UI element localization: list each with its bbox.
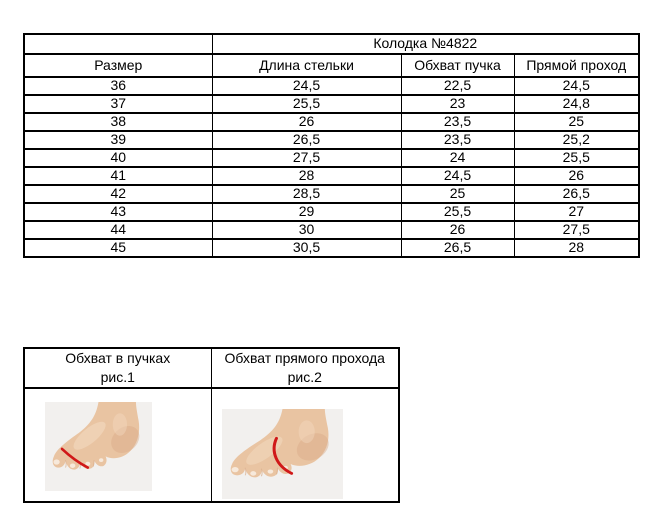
table-cell: 27 (513, 202, 640, 222)
table-cell: 25 (513, 112, 640, 132)
figure-1-header: Обхват в пучках рис.1 (23, 347, 212, 389)
figure-2-caption: рис.2 (287, 369, 322, 385)
table-row: 43 29 25,5 27 (23, 202, 640, 222)
table-row: 37 25,5 23 24,8 (23, 94, 640, 114)
table-cell: 28 (211, 166, 402, 186)
table-cell: 25,5 (513, 148, 640, 168)
figure-image-row (23, 387, 400, 503)
table-cell: 26 (211, 112, 402, 132)
table-row: 44 30 26 27,5 (23, 220, 640, 240)
table-cell: 25,2 (513, 130, 640, 150)
table-cell: 23,5 (400, 130, 515, 150)
table-row: 41 28 24,5 26 (23, 166, 640, 186)
figures-table: Обхват в пучках рис.1 Обхват прямого про… (23, 347, 400, 503)
size-table-body: 36 24,5 22,5 24,5 37 25,5 23 24,8 38 26 23,5 25 39 26… (23, 76, 640, 258)
table-cell: 40 (23, 148, 213, 168)
figure-2-title: Обхват прямого прохода (224, 350, 385, 366)
table-cell: 36 (23, 76, 213, 96)
table-cell: 28 (513, 238, 640, 258)
table-cell: 30,5 (211, 238, 402, 258)
column-header-insole-length: Длина стельки (211, 53, 402, 78)
figure-header-row: Обхват в пучках рис.1 Обхват прямого про… (23, 347, 400, 389)
table-cell: 42 (23, 184, 213, 204)
table-cell: 43 (23, 202, 213, 222)
table-cell: 26,5 (513, 184, 640, 204)
figure-2-header: Обхват прямого прохода рис.2 (210, 347, 400, 389)
table-cell: 24,5 (513, 76, 640, 96)
table-cell: 29 (211, 202, 402, 222)
foot-figure-1-image (45, 402, 152, 491)
table-cell: 28,5 (211, 184, 402, 204)
column-header-size: Размер (23, 53, 213, 78)
table-row: 36 24,5 22,5 24,5 (23, 76, 640, 96)
table-cell: 25,5 (211, 94, 402, 114)
table-cell: 41 (23, 166, 213, 186)
table-cell: 22,5 (400, 76, 515, 96)
foot-ball-girth-photo (45, 402, 152, 491)
table-cell: 26 (513, 166, 640, 186)
table-cell: 26,5 (211, 130, 402, 150)
table-row: 40 27,5 24 25,5 (23, 148, 640, 168)
table-cell: 23,5 (400, 112, 515, 132)
table-cell: 38 (23, 112, 213, 132)
table-cell: 37 (23, 94, 213, 114)
column-header-ball-girth: Обхват пучка (400, 53, 515, 78)
table-cell: 27,5 (513, 220, 640, 240)
figure-1-caption: рис.1 (100, 369, 135, 385)
table-cell: 23 (400, 94, 515, 114)
column-header-row: Размер Длина стельки Обхват пучка Прямой… (23, 53, 640, 78)
figure-2-cell (210, 387, 400, 503)
figure-1-title: Обхват в пучках (65, 350, 171, 366)
foot-figure-2-image (221, 409, 343, 499)
table-row: 42 28,5 25 26,5 (23, 184, 640, 204)
table-cell: 24,8 (513, 94, 640, 114)
column-header-straight-pass: Прямой проход (513, 53, 640, 78)
last-title: Колодка №4822 (211, 33, 640, 55)
empty-corner-cell (23, 33, 213, 55)
table-cell: 44 (23, 220, 213, 240)
table-cell: 25 (400, 184, 515, 204)
table-row: 38 26 23,5 25 (23, 112, 640, 132)
table-cell: 30 (211, 220, 402, 240)
instep-girth-measure-line (272, 436, 293, 475)
foot-instep-girth-photo (221, 409, 343, 499)
table-row: 39 26,5 23,5 25,2 (23, 130, 640, 150)
table-cell: 45 (23, 238, 213, 258)
table-cell: 26,5 (400, 238, 515, 258)
last-title-row: Колодка №4822 (23, 33, 640, 55)
table-cell: 24,5 (400, 166, 515, 186)
table-cell: 27,5 (211, 148, 402, 168)
ball-girth-measure-line (60, 447, 90, 469)
table-cell: 24,5 (211, 76, 402, 96)
table-row: 45 30,5 26,5 28 (23, 238, 640, 258)
figure-1-cell (23, 387, 212, 503)
table-cell: 26 (400, 220, 515, 240)
table-cell: 25,5 (400, 202, 515, 222)
size-table-head: Колодка №4822 Размер Длина стельки Обхва… (23, 33, 640, 78)
size-chart-table: Колодка №4822 Размер Длина стельки Обхва… (23, 33, 641, 258)
table-cell: 24 (400, 148, 515, 168)
table-cell: 39 (23, 130, 213, 150)
